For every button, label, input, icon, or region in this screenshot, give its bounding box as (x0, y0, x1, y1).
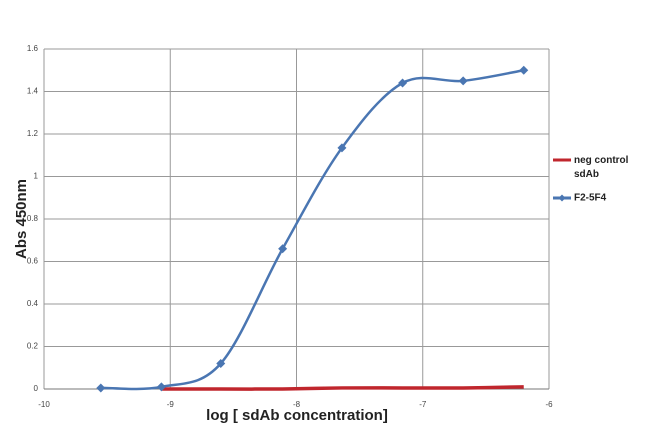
y-tick-label: 0.8 (27, 214, 39, 223)
x-tick-label: -9 (167, 400, 175, 409)
y-tick-label: 1.4 (27, 87, 39, 96)
y-tick-label: 0.4 (27, 299, 39, 308)
legend-line: neg control (574, 155, 629, 166)
y-tick-label: 0.2 (27, 342, 39, 351)
y-axis-label: Abs 450nm (13, 179, 30, 259)
x-tick-label: -6 (545, 400, 553, 409)
x-tick-label: -8 (293, 400, 301, 409)
x-tick-label: -10 (38, 400, 50, 409)
data-point (216, 359, 226, 368)
legend-marker (558, 194, 566, 202)
data-point (156, 382, 166, 392)
y-tick-label: 1.2 (27, 129, 39, 138)
y-tick-label: 0 (34, 384, 39, 393)
series-line (161, 385, 524, 391)
y-tick-label: 1 (34, 172, 39, 181)
series-line (100, 69, 524, 391)
legend-label: F2-5F4 (574, 193, 607, 204)
data-point (519, 65, 529, 75)
data-point (398, 78, 408, 88)
y-tick-label: 0.6 (27, 257, 39, 266)
x-axis-label: log [ sdAb concentration] (206, 407, 388, 424)
legend-label: neg control sdAb (574, 155, 629, 180)
data-point (337, 143, 347, 153)
data-point (278, 244, 288, 254)
data-point (458, 76, 468, 86)
data-point (96, 383, 106, 393)
y-tick-label: 1.6 (27, 44, 39, 53)
x-tick-label: -7 (419, 400, 427, 409)
legend-line: sdAb (574, 169, 599, 180)
